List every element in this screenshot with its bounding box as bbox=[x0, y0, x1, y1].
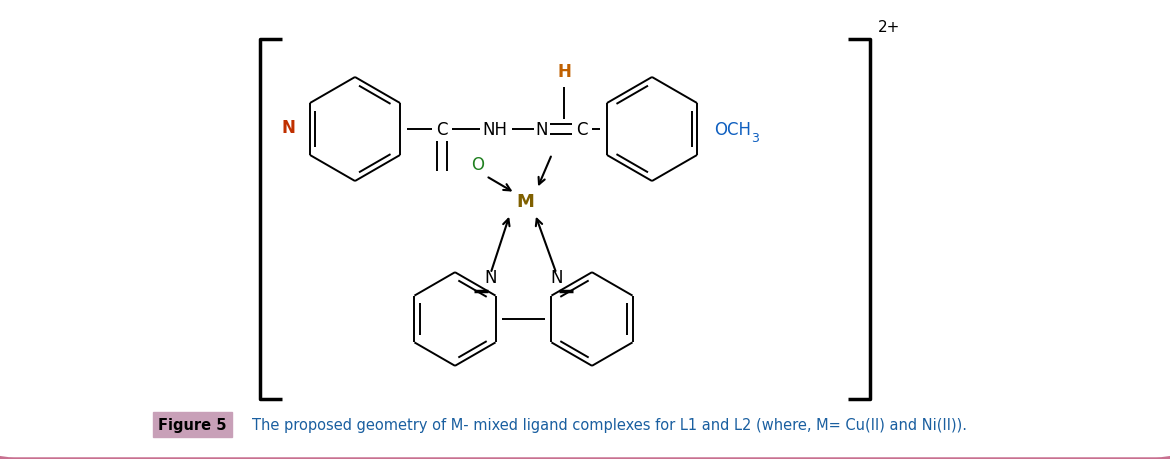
Text: M: M bbox=[516, 193, 534, 211]
Text: Figure 5: Figure 5 bbox=[158, 417, 227, 432]
Text: N: N bbox=[536, 121, 549, 139]
Text: The proposed geometry of M- mixed ligand complexes for L1 and L2 (where, M= Cu(I: The proposed geometry of M- mixed ligand… bbox=[252, 417, 966, 432]
Text: H: H bbox=[557, 63, 571, 81]
Text: N: N bbox=[281, 119, 295, 137]
Text: NH: NH bbox=[482, 121, 508, 139]
Text: N: N bbox=[484, 268, 497, 286]
Text: 3: 3 bbox=[751, 132, 759, 145]
Text: C: C bbox=[436, 121, 448, 139]
Text: O: O bbox=[472, 156, 484, 174]
Text: OCH: OCH bbox=[714, 121, 751, 139]
Text: N: N bbox=[550, 268, 563, 286]
Text: 2+: 2+ bbox=[878, 20, 901, 35]
Text: C: C bbox=[577, 121, 587, 139]
